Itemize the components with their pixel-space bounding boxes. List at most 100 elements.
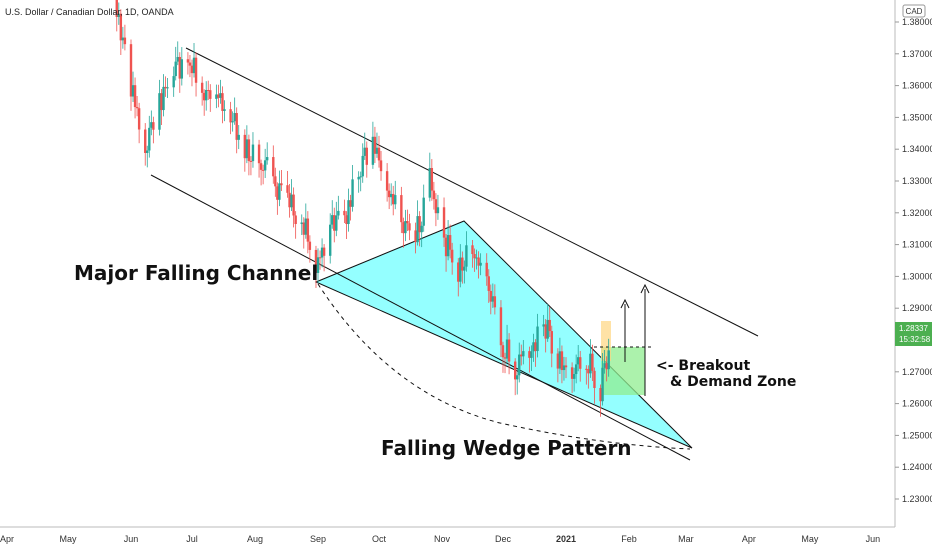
projection-curve <box>317 283 691 450</box>
candle-down <box>229 109 232 123</box>
candle-up <box>176 56 179 62</box>
candle-down <box>308 241 312 250</box>
candle-down <box>259 163 263 170</box>
candle-down <box>548 319 551 332</box>
candle-down <box>408 223 411 231</box>
price-tick-label: 1.24000 <box>902 462 932 472</box>
breakout-box <box>601 321 611 361</box>
plot-area[interactable] <box>0 0 895 527</box>
candle-down <box>188 62 192 66</box>
time-tick-label: Apr <box>742 534 756 544</box>
price-tick-label: 1.27000 <box>902 367 932 377</box>
candle-up <box>518 354 521 376</box>
candle-up <box>117 13 121 18</box>
candle-up <box>420 225 423 233</box>
candles <box>115 0 610 417</box>
currency-badge[interactable] <box>902 4 926 18</box>
price-tick-label: 1.23000 <box>902 494 932 504</box>
candle-down <box>373 136 377 154</box>
candle-up <box>162 86 165 111</box>
candle-up <box>601 367 604 402</box>
candle-down <box>471 245 474 255</box>
candle-up <box>148 127 151 151</box>
candle-down <box>448 235 452 250</box>
candle-up <box>465 245 468 267</box>
candle-up <box>576 357 580 365</box>
candle-down <box>322 247 326 256</box>
candle-down <box>503 357 507 359</box>
candle-down <box>137 108 141 130</box>
symbol-label[interactable]: U.S. Dollar / Canadian Dollar, 1D, OANDA <box>5 7 174 17</box>
time-tick-label: Jun <box>866 534 881 544</box>
candle-down <box>202 92 206 101</box>
candle-up <box>463 266 466 271</box>
time-tick-label: Nov <box>434 534 451 544</box>
candle-up <box>166 87 169 89</box>
candle-up <box>337 210 340 216</box>
falling-wedge-fill <box>314 220 693 449</box>
candle-up <box>363 147 366 156</box>
candle-down <box>190 65 194 74</box>
wedge-label: Falling Wedge Pattern <box>381 436 632 460</box>
candle-up <box>300 222 303 225</box>
candle-up <box>536 326 539 352</box>
candle-down <box>579 357 582 369</box>
breakout-label-line2: & Demand Zone <box>670 374 796 390</box>
candle-down <box>591 353 594 371</box>
candle-down <box>457 262 460 282</box>
candle-down <box>487 276 490 291</box>
candle-up <box>436 207 440 214</box>
candle-down <box>432 190 436 200</box>
candle-down <box>450 249 454 263</box>
candle-up <box>361 155 364 177</box>
candle-up <box>251 144 255 162</box>
candle-up <box>320 247 324 258</box>
channel-upper-line <box>185 47 759 337</box>
candle-up <box>158 93 161 130</box>
candle-down <box>489 290 492 302</box>
time-tick-label: Oct <box>372 534 387 544</box>
candle-down <box>257 144 261 164</box>
candle-down <box>434 199 438 214</box>
candle-up <box>428 167 432 198</box>
price-tick-label: 1.25000 <box>902 430 932 440</box>
candle-down <box>276 186 279 200</box>
candle-down <box>294 215 297 225</box>
candle-up <box>316 257 320 273</box>
candle-down <box>135 107 139 109</box>
candle-down <box>550 331 553 354</box>
candle-up <box>562 365 566 371</box>
candle-up <box>607 350 610 370</box>
candle-down <box>200 82 204 93</box>
candle-down <box>221 93 224 111</box>
price-axis[interactable]: 1.38000 1.37000 1.36000 1.35000 1.34000 1.330… <box>895 17 932 504</box>
candle-down <box>587 369 590 374</box>
last-price-tag <box>895 322 932 346</box>
time-tick-label: 2021 <box>556 534 576 544</box>
candle-down <box>129 44 133 97</box>
countdown: 15:32:58 <box>899 335 931 344</box>
candle-up <box>329 224 332 256</box>
candle-up <box>237 134 240 140</box>
candle-down <box>306 218 310 242</box>
candle-up <box>404 221 407 234</box>
candle-down <box>144 129 147 153</box>
time-tick-label: Sep <box>310 534 326 544</box>
candle-up <box>331 215 334 225</box>
candle-down <box>314 249 318 273</box>
candle-up <box>351 179 354 207</box>
candle-down <box>520 354 523 357</box>
price-tick-label: 1.36000 <box>902 81 932 91</box>
candle-down <box>513 361 517 380</box>
price-tick-label: 1.34000 <box>902 144 932 154</box>
candle-up <box>304 218 308 235</box>
candle-up <box>347 200 350 225</box>
candle-down <box>593 370 596 388</box>
candle-down <box>333 215 336 231</box>
time-axis[interactable]: Apr May Jun Jul Aug Sep Oct Nov Dec 2021 Feb Mar Apr… <box>0 534 880 544</box>
time-tick-label: May <box>801 534 819 544</box>
candle-up <box>131 85 135 97</box>
candle-up <box>542 324 545 327</box>
candle-down <box>194 57 198 83</box>
candle-down <box>207 89 210 91</box>
